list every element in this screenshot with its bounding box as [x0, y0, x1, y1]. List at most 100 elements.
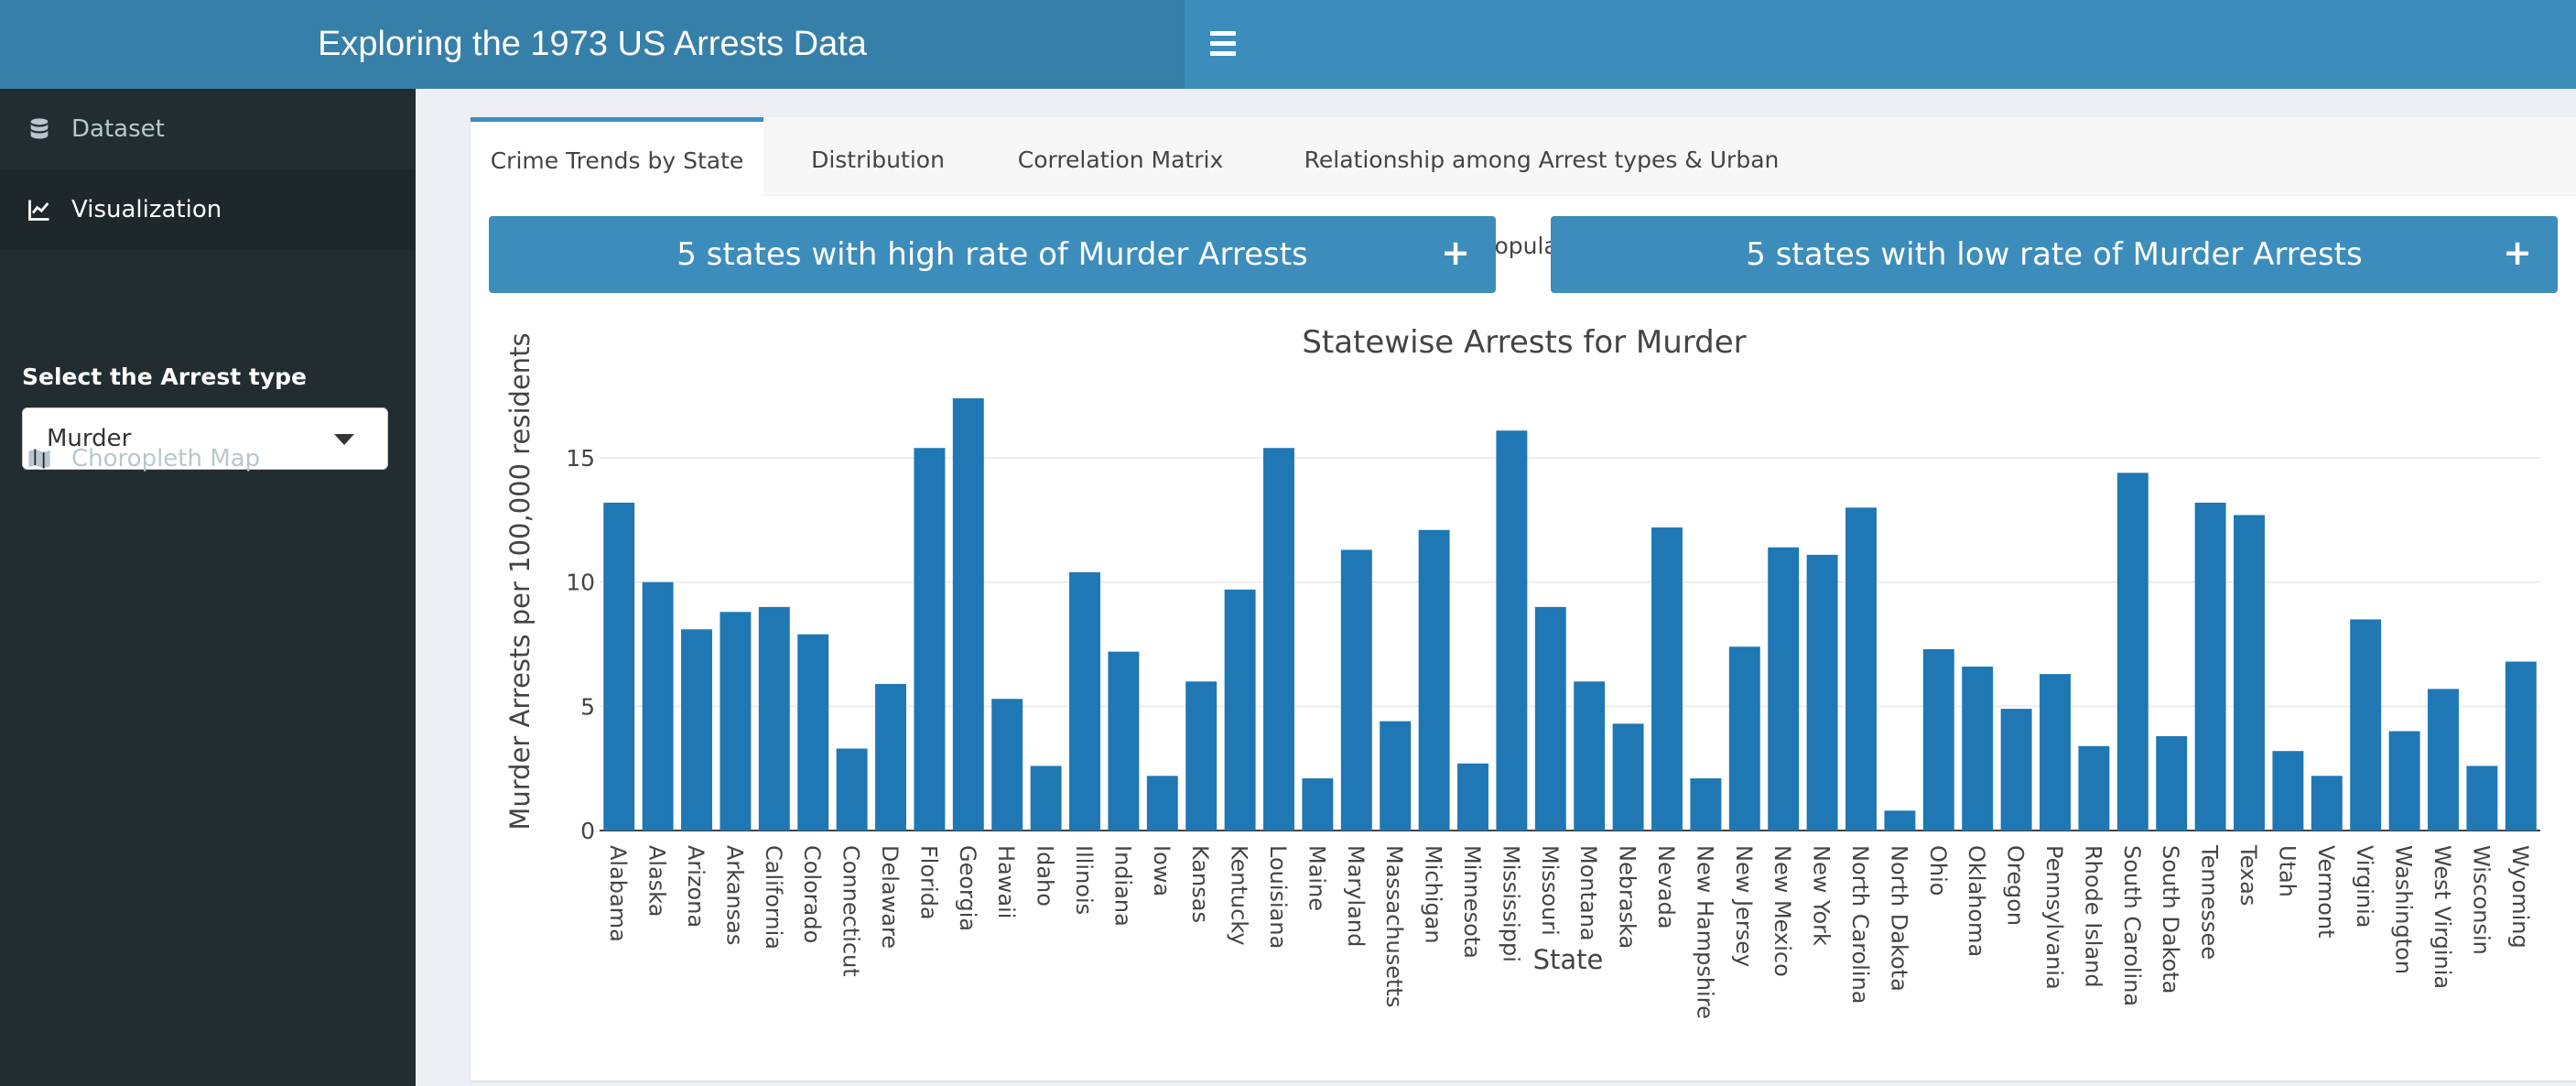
- bar-tennessee[interactable]: [2194, 502, 2226, 831]
- x-tick-label: South Dakota: [2158, 845, 2183, 994]
- bar-oklahoma[interactable]: [1962, 666, 1994, 831]
- x-tick-label: Connecticut: [839, 845, 864, 977]
- bar-wyoming[interactable]: [2505, 661, 2537, 831]
- x-tick-label: New Hampshire: [1692, 845, 1717, 1019]
- x-tick-label: Minnesota: [1459, 845, 1485, 959]
- x-tick-label: Oklahoma: [1964, 845, 1989, 957]
- bar-montana[interactable]: [1574, 681, 1606, 831]
- caret-down-icon: [334, 434, 354, 445]
- bar-ohio[interactable]: [1922, 648, 1954, 831]
- bar-south-dakota[interactable]: [2156, 735, 2188, 831]
- bar-west-virginia[interactable]: [2428, 689, 2459, 831]
- database-icon: [26, 115, 53, 143]
- x-tick-label: North Carolina: [1847, 845, 1873, 1005]
- bar-pennsylvania[interactable]: [2040, 674, 2071, 831]
- bar-nebraska[interactable]: [1612, 723, 1644, 831]
- bar-kansas[interactable]: [1185, 681, 1218, 831]
- bar-virginia[interactable]: [2350, 619, 2382, 831]
- bar-mississippi[interactable]: [1496, 430, 1528, 831]
- bar-florida[interactable]: [914, 448, 946, 831]
- x-tick-label: Alabama: [605, 845, 631, 942]
- bar-maine[interactable]: [1302, 778, 1334, 831]
- x-tick-label: Nevada: [1653, 845, 1679, 929]
- bar-alaska[interactable]: [642, 581, 674, 831]
- x-tick-label: Massachusetts: [1381, 845, 1407, 1007]
- bar-texas[interactable]: [2234, 515, 2265, 831]
- bar-michigan[interactable]: [1418, 529, 1450, 831]
- bar-oregon[interactable]: [2000, 709, 2032, 831]
- chart-title: Statewise Arrests for Murder: [1302, 324, 1746, 361]
- bar-louisiana[interactable]: [1263, 448, 1294, 831]
- tab-relationship[interactable]: Relationship among Arrest types & Urban …: [1304, 147, 1780, 259]
- sidebar-item-label: Choropleth Map: [71, 445, 261, 472]
- bar-colorado[interactable]: [797, 634, 829, 831]
- bar-indiana[interactable]: [1108, 651, 1140, 831]
- high-rate-box-title: 5 states with high rate of Murder Arrest…: [676, 236, 1308, 273]
- sidebar-item-dataset[interactable]: Dataset: [0, 89, 416, 169]
- bar-utah[interactable]: [2272, 751, 2304, 831]
- x-tick-label: Kansas: [1187, 845, 1213, 923]
- x-tick-label: Mississippi: [1498, 845, 1523, 962]
- bar-minnesota[interactable]: [1457, 763, 1488, 831]
- sidebar-item-label: Visualization: [71, 196, 222, 223]
- sidebar-item-label: Dataset: [71, 115, 165, 143]
- x-axis-label: State: [1533, 944, 1604, 975]
- x-tick-label: Hawaii: [993, 845, 1019, 918]
- high-rate-box-header[interactable]: 5 states with high rate of Murder Arrest…: [489, 216, 1496, 293]
- bar-nevada[interactable]: [1651, 527, 1683, 831]
- tab-distribution[interactable]: Distribution: [811, 147, 945, 173]
- bar-vermont[interactable]: [2311, 776, 2343, 831]
- x-tick-label: Michigan: [1421, 845, 1446, 944]
- sidebar-item-choropleth[interactable]: Choropleth Map: [0, 418, 416, 499]
- x-tick-label: California: [761, 845, 786, 950]
- x-tick-label: Maryland: [1343, 845, 1369, 947]
- bar-arizona[interactable]: [681, 629, 712, 831]
- x-tick-label: Colorado: [799, 845, 825, 943]
- bar-new-mexico[interactable]: [1768, 547, 1800, 831]
- tab-correlation-matrix[interactable]: Correlation Matrix: [1017, 147, 1224, 173]
- bar-new-york[interactable]: [1806, 554, 1838, 831]
- bar-missouri[interactable]: [1534, 606, 1566, 831]
- hamburger-icon[interactable]: [1207, 26, 1239, 62]
- x-tick-label: Delaware: [877, 845, 903, 949]
- x-tick-label: Iowa: [1149, 845, 1174, 896]
- arrest-type-select[interactable]: Murder: [22, 407, 388, 470]
- bar-arkansas[interactable]: [720, 612, 752, 831]
- bar-kentucky[interactable]: [1224, 589, 1256, 831]
- x-tick-label: Georgia: [955, 845, 980, 931]
- bar-alabama[interactable]: [603, 502, 635, 831]
- bar-new-jersey[interactable]: [1728, 646, 1760, 831]
- low-rate-box-header[interactable]: 5 states with low rate of Murder Arrests…: [1551, 216, 2558, 293]
- bar-new-hampshire[interactable]: [1690, 778, 1722, 831]
- bar-washington[interactable]: [2388, 731, 2420, 831]
- bar-california[interactable]: [758, 606, 790, 831]
- chart-bars: [603, 398, 2537, 831]
- bar-delaware[interactable]: [875, 683, 906, 831]
- bar-maryland[interactable]: [1340, 549, 1372, 831]
- y-tick-labels: 0 5 10 15: [566, 445, 595, 844]
- bar-south-carolina[interactable]: [2116, 472, 2148, 831]
- x-tick-label: New Mexico: [1770, 845, 1795, 977]
- bar-illinois[interactable]: [1069, 571, 1100, 831]
- sidebar: Dataset Visualization Select the Arrest …: [0, 89, 416, 1086]
- x-tick-label: Ohio: [1925, 845, 1951, 896]
- plus-icon[interactable]: +: [2503, 233, 2532, 273]
- x-tick-label: West Virginia: [2430, 845, 2455, 989]
- bar-iowa[interactable]: [1146, 776, 1178, 831]
- sidebar-item-visualization[interactable]: Visualization: [0, 169, 416, 250]
- bar-wisconsin[interactable]: [2466, 766, 2498, 831]
- bar-idaho[interactable]: [1030, 766, 1062, 831]
- x-tick-label: Alaska: [644, 845, 670, 917]
- bar-rhode-island[interactable]: [2078, 745, 2110, 831]
- y-tick-label: 5: [580, 693, 595, 720]
- bar-north-dakota[interactable]: [1884, 810, 1916, 831]
- bar-hawaii[interactable]: [991, 699, 1023, 831]
- bar-georgia[interactable]: [952, 398, 984, 831]
- app-title: Exploring the 1973 US Arrests Data: [0, 0, 1185, 89]
- tab-crime-trends[interactable]: Crime Trends by State: [471, 117, 763, 196]
- bar-north-carolina[interactable]: [1845, 507, 1877, 831]
- y-axis-label: Murder Arrests per 100,000 residents: [504, 332, 536, 830]
- bar-connecticut[interactable]: [836, 748, 868, 831]
- plus-icon[interactable]: +: [1441, 233, 1470, 273]
- bar-massachusetts[interactable]: [1380, 721, 1412, 831]
